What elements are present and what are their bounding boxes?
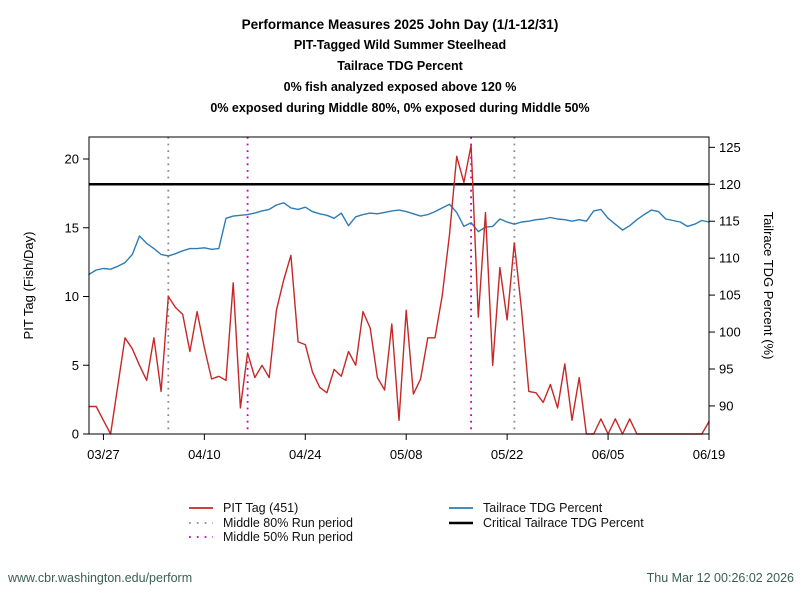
chart-subtitle-species: PIT-Tagged Wild Summer Steelhead	[293, 38, 507, 52]
x-tick-label: 05/22	[491, 447, 524, 462]
legend-label-middle-80-run-period: Middle 80% Run period	[223, 515, 353, 530]
footer-url: www.cbr.washington.edu/perform	[8, 571, 193, 585]
y-right-tick-label: 100	[719, 325, 741, 340]
chart-subtitle-measure: Tailrace TDG Percent	[337, 59, 463, 73]
legend-label-critical-tailrace-tdg-percent: Critical Tailrace TDG Percent	[483, 515, 644, 530]
legend-label-middle-50-run-period: Middle 50% Run period	[223, 530, 353, 545]
legend-item-critical-tailrace-tdg-percent: Critical Tailrace TDG Percent	[448, 516, 644, 531]
legend-label-pit-tag-451: PIT Tag (451)	[223, 501, 299, 516]
x-tick-label: 05/08	[390, 447, 423, 462]
y-left-tick-label: 0	[72, 427, 79, 442]
y-right-axis-title: Tailrace TDG Percent (%)	[761, 212, 776, 360]
x-tick-label: 04/24	[289, 447, 322, 462]
x-tick-label: 04/10	[188, 447, 221, 462]
legend-item-pit-tag-451: PIT Tag (451)	[188, 501, 353, 516]
legend-column-right: Tailrace TDG Percent Critical Tailrace TD…	[448, 501, 644, 530]
series-pit-tag-451-	[88, 144, 710, 435]
legend-line-sample	[189, 521, 213, 524]
y-right-tick-label: 120	[719, 177, 741, 192]
x-tick-label: 06/19	[693, 447, 726, 462]
legend-line-sample	[449, 521, 473, 525]
legend-line-sample	[189, 536, 213, 539]
y-right-tick-label: 110	[719, 251, 740, 266]
legend-item-middle-50-run-period: Middle 50% Run period	[188, 530, 353, 545]
series-tailrace-tdg-percent	[88, 202, 710, 276]
legend-line-sample	[189, 507, 213, 510]
chart-title: Performance Measures 2025 John Day (1/1-…	[241, 17, 559, 32]
legend-label-tailrace-tdg-percent: Tailrace TDG Percent	[483, 501, 603, 516]
y-right-tick-label: 90	[719, 398, 733, 413]
y-left-tick-label: 5	[72, 358, 79, 373]
chart-titles: Performance Measures 2025 John Day (1/1-…	[0, 14, 800, 119]
y-left-tick-label: 20	[65, 152, 79, 167]
legend-item-middle-80-run-period: Middle 80% Run period	[188, 516, 353, 531]
legend-column-left: PIT Tag (451) Middle 80% Run period Middle…	[188, 501, 353, 545]
legend-line-sample	[449, 507, 473, 510]
x-tick-label: 03/27	[87, 447, 120, 462]
y-right-tick-label: 95	[719, 361, 733, 376]
y-right-tick-label: 125	[719, 140, 741, 155]
chart-subtitle-exposure-periods: 0% exposed during Middle 80%, 0% exposed…	[210, 101, 590, 115]
y-left-tick-label: 10	[65, 289, 79, 304]
x-tick-label: 06/05	[592, 447, 625, 462]
legend-item-tailrace-tdg-percent: Tailrace TDG Percent	[448, 501, 644, 516]
chart-canvas: 03/27 04/10 04/24 05/08 05/22 06/05 06/19 0 5 10 1…	[21, 136, 776, 462]
chart-subtitle-exposure: 0% fish analyzed exposed above 120 %	[283, 80, 517, 94]
footer-timestamp: Thu Mar 12 00:26:02 2026	[646, 571, 794, 585]
plot-frame	[88, 136, 710, 435]
page-footer: www.cbr.washington.edu/perform Thu Mar 1…	[0, 571, 800, 591]
chart-legend: PIT Tag (451) Middle 80% Run period Middle…	[0, 501, 800, 547]
y-right-tick-label: 105	[719, 288, 741, 303]
y-left-tick-label: 15	[65, 220, 79, 235]
y-right-tick-label: 115	[719, 214, 740, 229]
y-left-axis-title: PIT Tag (Fish/Day)	[21, 232, 36, 340]
